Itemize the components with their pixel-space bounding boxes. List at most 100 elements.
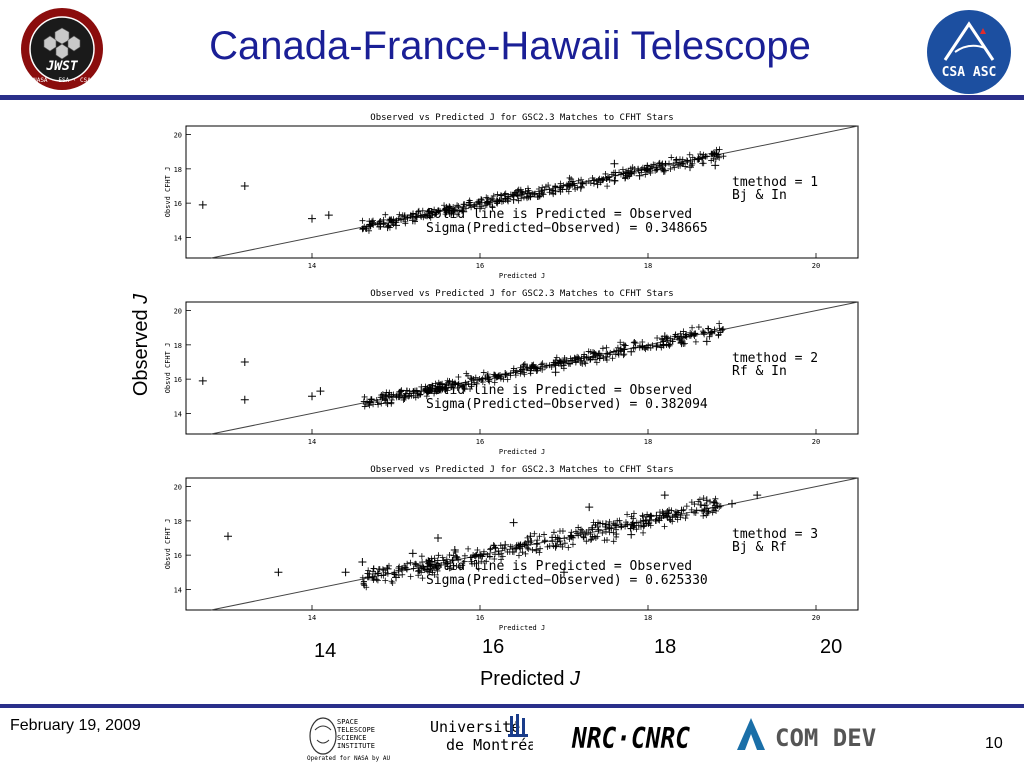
data-point (498, 192, 505, 199)
data-point (560, 362, 567, 369)
data-point (676, 156, 683, 163)
data-point (671, 333, 678, 340)
data-point (589, 526, 596, 533)
data-point (593, 180, 602, 189)
data-point (622, 519, 629, 526)
data-point (386, 393, 393, 400)
data-point (439, 554, 446, 561)
panel-annotation: tmethod = 2 (732, 351, 818, 366)
data-point (553, 354, 560, 361)
data-point (463, 205, 470, 212)
data-point (491, 379, 498, 386)
data-point (393, 217, 400, 224)
data-point (664, 508, 671, 515)
data-point (716, 325, 723, 332)
data-point (399, 212, 406, 219)
data-point (702, 153, 709, 160)
data-point (629, 519, 636, 526)
data-point (568, 176, 575, 183)
data-point (461, 385, 468, 392)
data-point (525, 545, 532, 552)
data-point (455, 203, 462, 210)
data-point (686, 151, 693, 158)
data-point (442, 206, 451, 214)
data-point (377, 223, 384, 230)
data-point (435, 207, 442, 214)
data-point (391, 571, 398, 578)
data-point (198, 376, 207, 385)
data-point (515, 197, 522, 204)
data-point (501, 545, 508, 552)
data-point (374, 570, 381, 577)
montreal-logo-graphic: Université de Montréal (430, 714, 545, 754)
data-point (274, 568, 283, 577)
data-point (687, 329, 694, 336)
data-point (542, 183, 549, 190)
data-point (566, 536, 573, 543)
data-point (605, 522, 612, 529)
data-point (602, 520, 610, 529)
data-point (455, 374, 462, 381)
x-tick-label: 18 (644, 614, 652, 622)
data-point (507, 370, 514, 377)
data-point (480, 548, 487, 555)
data-point (360, 580, 367, 587)
data-point (683, 157, 690, 164)
data-point (388, 400, 395, 407)
data-point (383, 564, 392, 573)
data-point (410, 565, 417, 572)
data-point (467, 199, 474, 206)
data-point (607, 349, 614, 356)
data-point (634, 166, 641, 173)
data-point (494, 191, 501, 198)
x-axis-label: Predicted J (499, 624, 545, 632)
data-point (711, 161, 720, 170)
data-point (606, 176, 613, 183)
data-point (502, 190, 509, 197)
stsci-logo: SPACE TELESCOPE SCIENCE INSTITUTE Operat… (305, 712, 398, 764)
data-point (467, 554, 474, 561)
data-point (457, 564, 464, 571)
data-point (576, 528, 585, 537)
data-point (572, 357, 579, 364)
data-point (413, 387, 420, 394)
data-point (380, 220, 387, 227)
svg-text:SCIENCE: SCIENCE (337, 734, 367, 742)
data-point (518, 195, 525, 202)
panel-annotation: Bj & Rf (732, 540, 787, 555)
data-point (529, 546, 536, 553)
data-point (692, 338, 699, 345)
data-point (396, 394, 403, 401)
data-point (382, 577, 389, 584)
panel-annotation: tmethod = 3 (732, 527, 818, 542)
data-point (479, 375, 486, 382)
data-point (565, 188, 572, 195)
data-point (550, 529, 557, 536)
data-point (525, 538, 532, 545)
data-point (711, 326, 718, 333)
data-point (402, 220, 409, 227)
data-point (424, 563, 431, 570)
data-point (713, 146, 720, 153)
data-point (487, 546, 494, 553)
data-point (696, 496, 703, 503)
data-point (429, 208, 436, 215)
data-point (486, 553, 493, 560)
data-point (365, 567, 372, 574)
data-point (415, 572, 422, 579)
data-point (446, 552, 453, 559)
data-point (359, 217, 366, 224)
data-point (567, 355, 574, 362)
data-point (613, 533, 620, 540)
data-point (450, 562, 457, 569)
data-point (615, 351, 622, 358)
data-point (557, 186, 564, 193)
data-point (702, 337, 711, 346)
data-point (587, 537, 594, 544)
point-cloud (359, 495, 724, 591)
data-point (709, 509, 716, 516)
comdev-logo-text: COM DEV (775, 724, 876, 752)
data-point (682, 163, 689, 170)
data-point (410, 392, 417, 399)
data-point (697, 151, 704, 158)
